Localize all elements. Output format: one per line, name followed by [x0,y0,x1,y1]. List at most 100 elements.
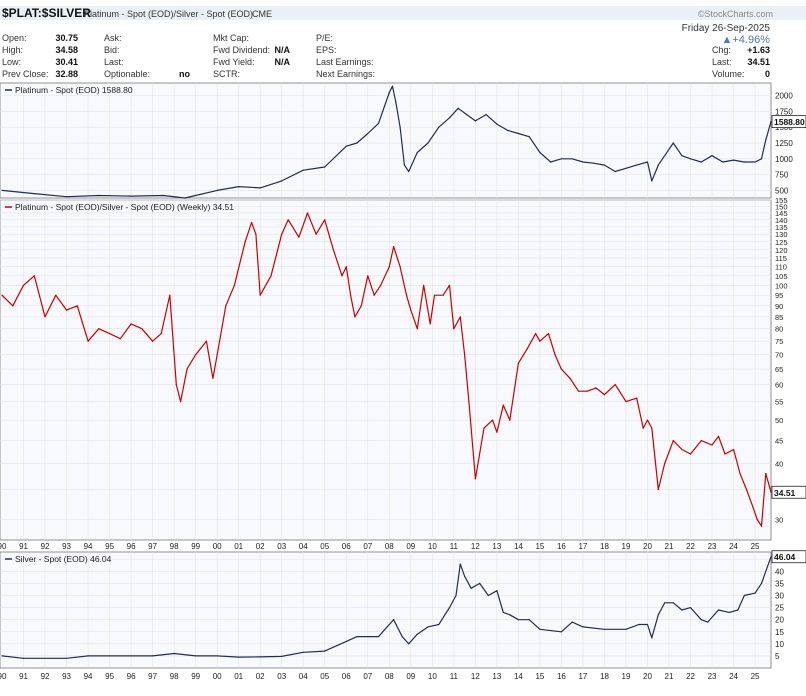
data-point [765,472,767,475]
data-point [87,655,89,657]
data-point [12,305,14,307]
quote-field-value: 32.88 [55,69,78,79]
data-point [455,594,457,597]
x-tick-label: 92 [41,542,50,551]
x-tick-label: 96 [127,672,136,681]
data-point [238,186,240,188]
x-tick-label: 14 [514,672,523,681]
x-tick-label: 21 [665,542,674,551]
quote-field-value: 30.75 [55,33,78,43]
data-point [550,161,552,163]
x-tick-label: 25 [751,542,760,551]
quote-field-label: Fwd Yield: [213,57,255,67]
data-point [717,609,720,611]
quote-field-value: N/A [275,57,291,67]
data-point [399,126,401,128]
quote-field-label: Prev Close: [2,69,49,79]
data-point [711,444,713,446]
quote-field-label: Next Earnings: [316,69,375,79]
data-point [672,142,674,144]
x-tick-label: 97 [148,542,157,551]
x-tick-label: 23 [708,672,717,681]
data-point [345,145,347,147]
data-point [760,582,763,585]
x-tick-label: 04 [299,542,308,551]
data-point [485,114,487,116]
y-tick-label: 5 [775,652,780,661]
data-point [560,631,563,633]
data-point [582,626,584,628]
last-value-tag [771,115,806,129]
x-tick-label: 00 [213,542,222,551]
data-point [625,628,627,630]
y-tick-label: 20 [775,616,784,625]
data-point [367,275,369,277]
data-point [65,657,68,659]
data-point [603,164,606,166]
x-tick-label: 19 [622,672,631,681]
panel-title: Platinum - Spot (EOD) 1588.80 [15,85,133,95]
change-pct: ▲+4.96% [721,34,770,46]
data-point [377,636,380,638]
data-point [281,233,283,235]
data-point [405,294,408,296]
data-point [646,623,649,626]
data-point [160,333,162,335]
data-point [175,384,177,386]
data-point [448,284,451,286]
x-tick-label: 07 [363,672,372,681]
data-point [560,368,563,370]
plot-area [0,551,772,669]
quote-fields: Open: 30.75 High: 34.58 Low: 30.41 Prev Close:… [2,33,770,79]
quote-field-value: 30.41 [55,57,78,67]
data-point [408,643,410,645]
data-point [354,316,356,318]
data-point [502,404,504,406]
data-point [739,472,741,475]
data-point [87,340,89,342]
data-point [130,323,132,325]
data-point [55,294,57,296]
y-tick-label: 750 [775,171,789,180]
data-point [733,448,735,451]
data-point [367,636,369,638]
data-point [487,594,489,597]
platinum-panel: 50075010001250150017502000Platinum - Spo… [0,82,806,199]
quote-field-label: SCTR: [213,69,240,79]
data-point [539,628,541,630]
quote-field-value: 34.58 [55,45,78,55]
data-point [539,340,541,342]
data-point [474,120,476,122]
data-point [141,328,143,330]
x-tick-label: 09 [406,672,415,681]
x-tick-label: 11 [450,542,459,551]
x-tick-label: 24 [729,672,738,681]
data-point [646,161,649,163]
data-point [109,333,111,335]
data-point [496,431,498,433]
data-point [433,294,436,296]
data-point [416,328,418,330]
data-point [448,117,451,119]
data-point [162,194,164,197]
series-line [1,85,772,199]
data-point [479,582,481,585]
data-point [657,164,659,166]
data-point [700,161,702,163]
x-tick-label: 11 [450,672,459,681]
data-point [152,655,154,657]
x-tick-label: 02 [256,672,265,681]
data-point [466,114,468,116]
data-point [98,328,100,330]
data-point [711,155,713,157]
data-point [332,249,334,251]
data-point [195,655,197,657]
y-tick-label: 30 [775,592,784,601]
data-point [302,651,304,653]
data-point [345,640,347,643]
data-point [668,148,670,150]
data-point [754,592,756,594]
data-point [547,333,550,335]
y-tick-label: 60 [775,381,783,390]
x-tick-label: 97 [148,672,157,681]
